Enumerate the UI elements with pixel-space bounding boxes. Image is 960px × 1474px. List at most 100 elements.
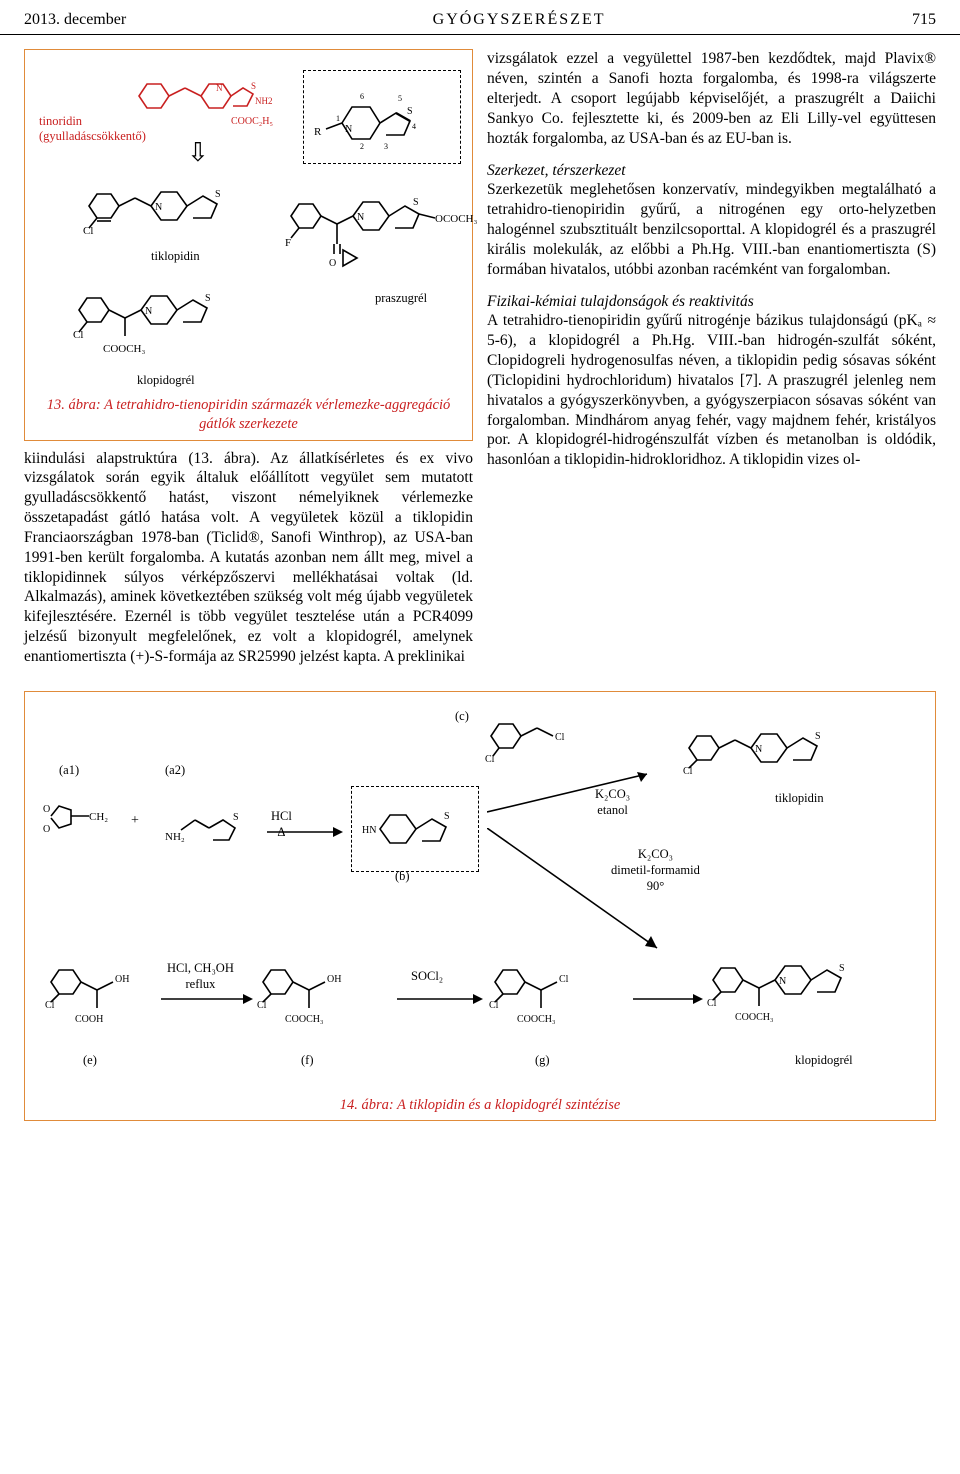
prasugrel-structure: F O N S: [285, 180, 485, 290]
svg-text:Cl: Cl: [559, 974, 569, 985]
two-columns: tinoridin (gyulladáscsökkentő) N: [24, 49, 936, 666]
running-header: 2013. december GYÓGYSZERÉSZET 715: [0, 0, 960, 35]
c-structure: Cl Cl: [485, 704, 605, 772]
svg-text:2: 2: [360, 142, 364, 151]
prasugrel-label: praszugrél: [375, 290, 427, 306]
svg-text:F: F: [285, 237, 291, 249]
svg-text:OH: OH: [327, 974, 341, 985]
a2-structure: NH₂ S: [153, 790, 263, 860]
svg-text:COOCH₃: COOCH₃: [285, 1014, 324, 1025]
svg-text:CH₂: CH₂: [89, 811, 108, 823]
svg-text:OH: OH: [115, 974, 129, 985]
svg-text:N: N: [755, 744, 762, 755]
figure-13-body: tinoridin (gyulladáscsökkentő) N: [35, 60, 462, 390]
svg-text:S: S: [251, 81, 256, 91]
svg-text:S: S: [205, 293, 211, 304]
svg-text:Cl: Cl: [555, 732, 565, 743]
svg-text:S: S: [444, 811, 450, 822]
svg-text:Cl: Cl: [707, 998, 717, 1009]
svg-text:N: N: [357, 212, 364, 223]
page: 2013. december GYÓGYSZERÉSZET 715 tinori…: [0, 0, 960, 1121]
svg-text:N: N: [145, 306, 152, 317]
right-par1: vizsgálatok ezzel a vegyülettel 1987-ben…: [487, 49, 936, 148]
svg-text:1: 1: [336, 114, 340, 123]
header-left: 2013. december: [24, 10, 126, 30]
figure-14-body: (a1) (a2) O O CH₂ + NH₂: [35, 702, 925, 1092]
label-c: (c): [455, 708, 469, 724]
svg-text:NH₂: NH₂: [165, 831, 185, 843]
svg-text:O: O: [43, 804, 50, 815]
left-column: tinoridin (gyulladáscsökkentő) N: [24, 49, 473, 666]
label-g: (g): [535, 1052, 550, 1068]
down-arrow-icon: ⇩: [187, 136, 209, 169]
right-heading-1: Szerkezet, térszerkezet: [487, 161, 936, 181]
svg-text:S: S: [215, 189, 221, 200]
svg-text:Cl: Cl: [73, 329, 83, 341]
klopidogrel-label: klopidogrél: [795, 1052, 853, 1068]
f-structure: Cl OH COOCH₃: [257, 950, 397, 1042]
label-a2: (a2): [165, 762, 185, 778]
label-b: (b): [395, 868, 410, 884]
svg-text:OCOCH₃: OCOCH₃: [435, 213, 478, 225]
svg-text:Cl: Cl: [257, 1000, 267, 1011]
svg-text:S: S: [233, 812, 239, 823]
label-hcl-reflux: HCl, CH₃OH reflux: [167, 960, 234, 992]
svg-text:S: S: [407, 106, 413, 117]
svg-text:O: O: [329, 258, 336, 269]
svg-text:4: 4: [412, 122, 416, 131]
svg-text:COOCH₃: COOCH₃: [103, 343, 146, 355]
label-k2co3-dmf: K₂CO₃ dimetil-formamid 90°: [611, 846, 700, 894]
plus-sign: +: [131, 812, 139, 830]
left-body-text: kiindulási alapstruktúra (13. ábra). Az …: [24, 449, 473, 667]
header-center: GYÓGYSZERÉSZET: [433, 10, 606, 30]
tiklopidin-label: tiklopidin: [775, 790, 824, 806]
label-f: (f): [301, 1052, 314, 1068]
svg-text:Cl: Cl: [683, 766, 693, 777]
svg-text:N: N: [779, 976, 786, 987]
svg-text:COOCH₃: COOCH₃: [517, 1014, 556, 1025]
right-par3: A tetrahidro-tienopiridin gyűrű nitrogén…: [487, 311, 936, 470]
tiklopidin-product: Cl N S: [683, 712, 873, 792]
svg-text:N: N: [345, 124, 352, 135]
svg-text:R: R: [314, 126, 322, 138]
svg-text:Cl: Cl: [83, 225, 93, 237]
svg-text:5: 5: [398, 94, 402, 103]
ticlopidine-label: tiklopidin: [151, 248, 200, 264]
svg-text:3: 3: [384, 142, 388, 151]
svg-text:COOCH₃: COOCH₃: [735, 1012, 774, 1023]
label-socl2: SOCl₂: [411, 968, 443, 984]
svg-text:Cl: Cl: [45, 1000, 55, 1011]
svg-text:6: 6: [360, 92, 364, 101]
tinoridin-label: tinoridin (gyulladáscsökkentő): [39, 114, 146, 144]
svg-text:Cl: Cl: [489, 1000, 499, 1011]
label-k2co3-etanol: K₂CO₃ etanol: [595, 786, 630, 818]
svg-text:S: S: [413, 197, 419, 208]
core-structure: S N R 1 2 3 4 5 6: [303, 70, 461, 164]
label-e: (e): [83, 1052, 97, 1068]
svg-text:COOC₂H₅: COOC₂H₅: [231, 116, 273, 127]
arrow-to-ticlo: [487, 764, 667, 824]
ticlopidine-structure: Cl N S: [83, 170, 273, 248]
arrow-fg: [397, 990, 483, 1008]
right-column: vizsgálatok ezzel a vegyülettel 1987-ben…: [487, 49, 936, 666]
main-content: tinoridin (gyulladáscsökkentő) N: [0, 35, 960, 676]
b-structure: HN S: [351, 786, 479, 872]
figure-14-caption: 14. ábra: A tiklopidin és a klopidogrél …: [35, 1092, 925, 1115]
svg-text:HN: HN: [362, 825, 376, 836]
right-heading-2: Fizikai-kémiai tulajdonságok és reaktivi…: [487, 292, 936, 312]
label-a1: (a1): [59, 762, 79, 778]
a1-structure: O O CH₂: [41, 796, 131, 860]
svg-text:O: O: [43, 824, 50, 835]
clopidogrel-structure: Cl COOCH₃ N S: [73, 274, 283, 374]
svg-text:COOH: COOH: [75, 1014, 103, 1025]
clopidogrel-label: klopidogrél: [137, 372, 195, 388]
svg-text:N: N: [216, 83, 223, 93]
tinoridin-structure: N S NH2 COOC₂H₅: [135, 64, 295, 136]
svg-text:S: S: [839, 963, 845, 974]
figure-13-caption: 13. ábra: A tetrahidro-tienopiridin szár…: [35, 390, 462, 433]
arrow-gclop: [633, 990, 703, 1008]
klopidogrel-product: Cl COOCH₃ N S: [707, 944, 917, 1048]
arrow-1: [267, 822, 343, 842]
arrow-ef: [161, 990, 253, 1008]
svg-text:S: S: [815, 731, 821, 742]
